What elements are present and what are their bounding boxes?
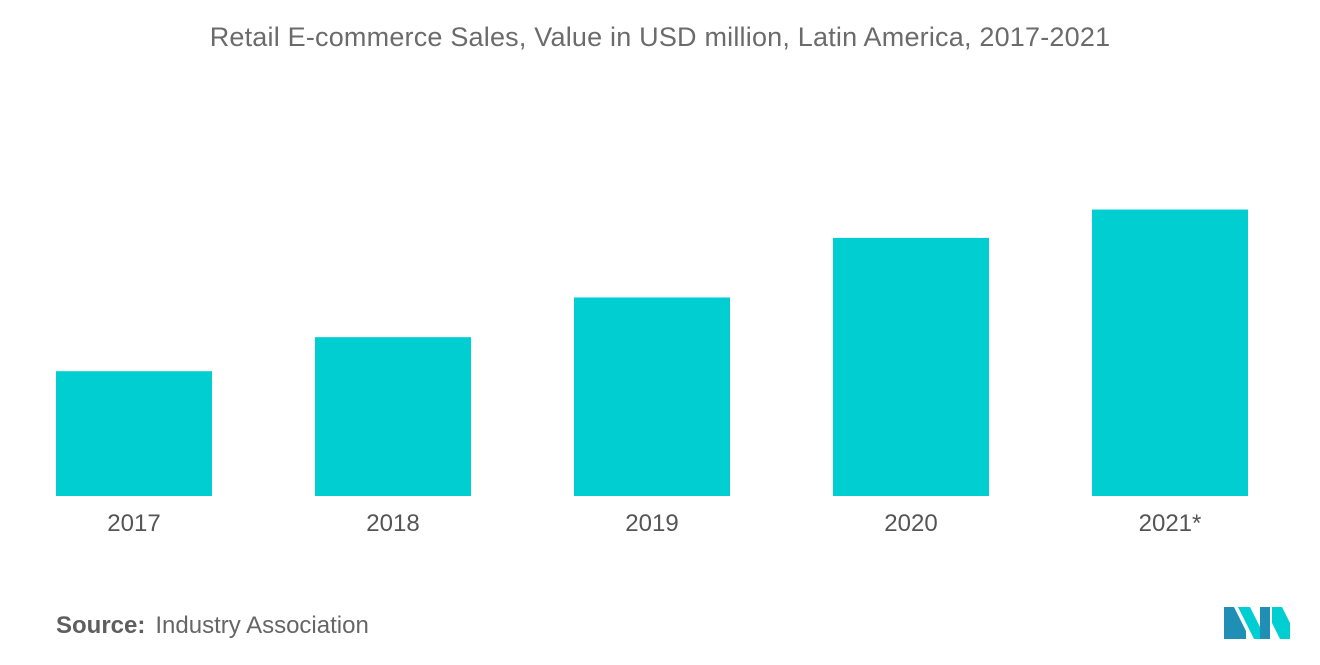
bar-2018 [315, 337, 471, 496]
mordor-intelligence-logo-icon [1224, 607, 1290, 639]
x-axis-labels: 2017 2018 2019 2020 2021* [107, 510, 1201, 537]
bar-2017 [56, 371, 212, 496]
source-note: Source: Industry Association [56, 612, 369, 640]
bar-2019 [574, 297, 730, 496]
bar-2021 [1092, 209, 1248, 496]
source-label: Source: [56, 612, 146, 639]
bars-layer [56, 209, 1248, 496]
source-text: Industry Association [155, 612, 369, 639]
x-tick-label: 2019 [625, 510, 678, 537]
x-tick-label: 2017 [107, 510, 160, 537]
x-tick-label: 2020 [884, 510, 937, 537]
x-tick-label: 2021* [1139, 510, 1202, 537]
bar-2020 [833, 237, 989, 496]
x-tick-label: 2018 [366, 510, 419, 537]
chart-title: Retail E-commerce Sales, Value in USD mi… [209, 22, 1111, 52]
